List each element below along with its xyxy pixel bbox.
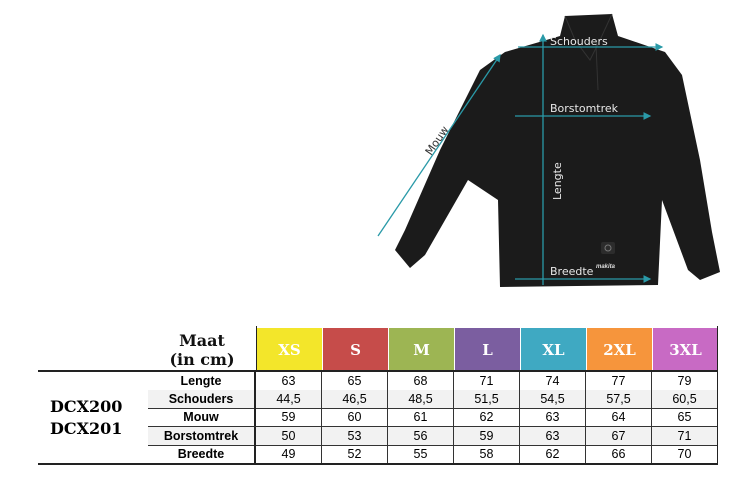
table-cell: 55: [388, 444, 454, 463]
makita-logo: makita: [596, 264, 616, 270]
size-header-2xl: 2XL: [587, 328, 652, 371]
table-cell: 67: [586, 426, 652, 445]
size-header-s: S: [323, 328, 388, 371]
table-row: Lengte 63 65 68 71 74 77 79: [148, 372, 718, 391]
table-cell: 63: [520, 426, 586, 445]
shirt-image: makita: [395, 13, 720, 287]
label-length: Lengte: [551, 162, 564, 200]
size-header-xl: XL: [521, 328, 586, 371]
table-cell: 57,5: [586, 390, 652, 409]
size-header-label: Maat (in cm): [148, 331, 256, 369]
row-label: Lengte: [148, 372, 256, 390]
row-label: Mouw: [148, 408, 256, 427]
table-row: Borstomtrek 50 53 56 59 63 67 71: [148, 426, 718, 446]
table-cell: 62: [454, 408, 520, 427]
row-label: Breedte: [148, 444, 256, 463]
table-cell: 53: [322, 426, 388, 445]
shirt-measurement-diagram: makita Schouders Borstomtrek Breedte Len…: [377, 13, 720, 287]
table-cell: 70: [652, 444, 718, 463]
table-cell: 71: [652, 426, 718, 445]
table-cell: 74: [520, 372, 586, 390]
table-cell: 50: [256, 426, 322, 445]
table-cell: 66: [586, 444, 652, 463]
label-chest: Borstomtrek: [550, 102, 619, 115]
row-label: Borstomtrek: [148, 426, 256, 445]
label-width: Breedte: [550, 265, 594, 278]
model-name: DCX200: [50, 397, 123, 416]
table-cell: 51,5: [454, 390, 520, 409]
table-cell: 54,5: [520, 390, 586, 409]
table-row: Mouw 59 60 61 62 63 64 65: [148, 408, 718, 428]
table-cell: 65: [322, 372, 388, 390]
table-row: Breedte 49 52 55 58 62 66 70: [148, 444, 718, 464]
header-line-2: (in cm): [169, 350, 235, 369]
table-cell: 59: [256, 408, 322, 427]
table-cell: 77: [586, 372, 652, 390]
table-cell: 63: [256, 372, 322, 390]
table-cell: 59: [454, 426, 520, 445]
label-shoulders: Schouders: [550, 35, 608, 48]
table-cell: 46,5: [322, 390, 388, 409]
size-header-m: M: [389, 328, 454, 371]
table-right-border: [717, 326, 718, 465]
table-cell: 64: [586, 408, 652, 427]
table-cell: 44,5: [256, 390, 322, 409]
table-cell: 49: [256, 444, 322, 463]
sleeve-line: [377, 53, 501, 237]
table-cell: 56: [388, 426, 454, 445]
model-names: DCX200 DCX201: [50, 396, 122, 440]
row-label: Schouders: [148, 390, 256, 409]
table-row: Schouders 44,5 46,5 48,5 51,5 54,5 57,5 60,5: [148, 390, 718, 410]
table-bottom-border: [38, 463, 718, 465]
table-cell: 60: [322, 408, 388, 427]
table-cell: 48,5: [388, 390, 454, 409]
table-cell: 58: [454, 444, 520, 463]
size-header-l: L: [455, 328, 520, 371]
table-cell: 60,5: [652, 390, 718, 409]
size-header-xs: XS: [257, 328, 322, 371]
table-cell: 62: [520, 444, 586, 463]
table-cell: 68: [388, 372, 454, 390]
header-divider: [38, 370, 718, 372]
table-cell: 63: [520, 408, 586, 427]
table-cell: 65: [652, 408, 718, 427]
table-cell: 61: [388, 408, 454, 427]
table-cell: 79: [652, 372, 718, 390]
table-cell: 52: [322, 444, 388, 463]
size-header-3xl: 3XL: [653, 328, 718, 371]
model-name: DCX201: [50, 419, 123, 438]
table-cell: 71: [454, 372, 520, 390]
header-line-1: Maat: [179, 331, 225, 350]
heater-button-icon: [601, 242, 615, 254]
col-border: [256, 326, 257, 372]
